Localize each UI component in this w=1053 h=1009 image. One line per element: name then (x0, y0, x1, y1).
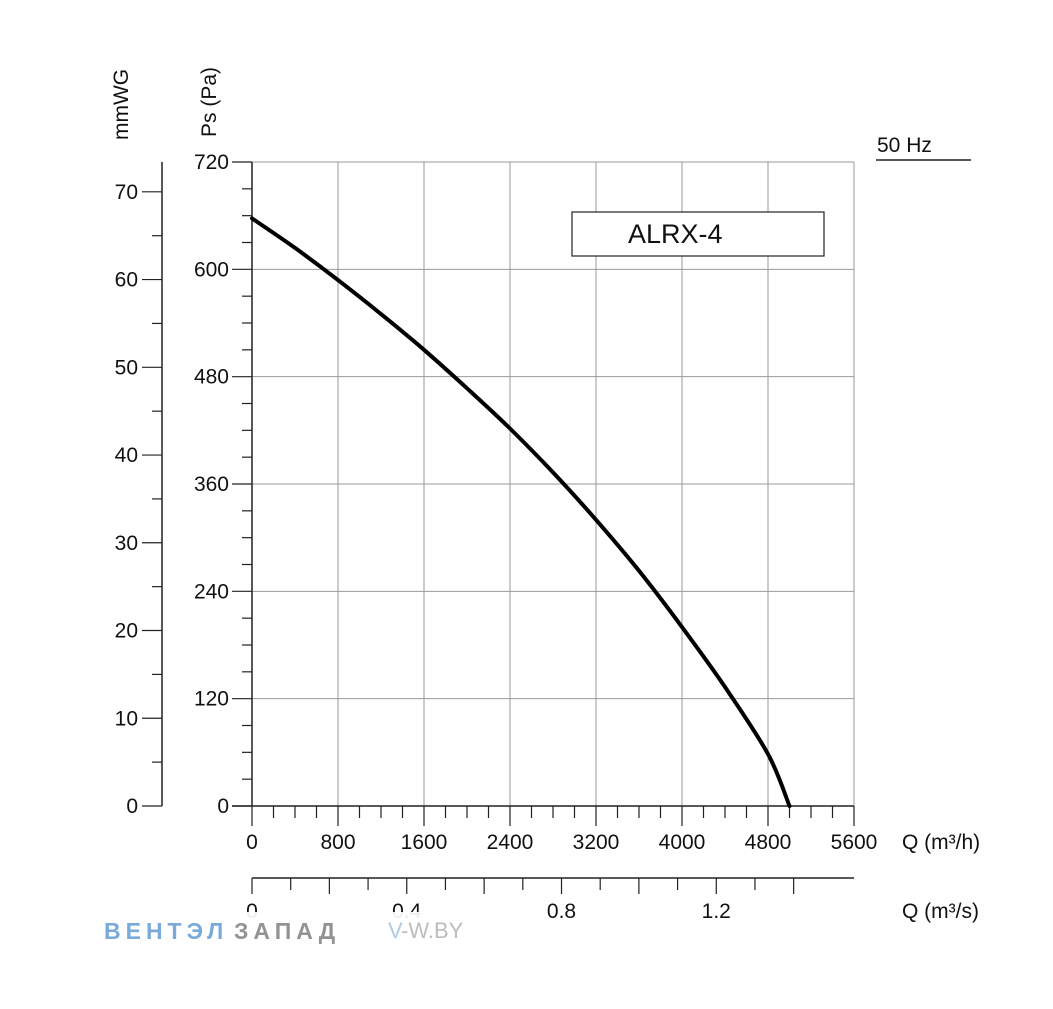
secondary-y-tick-label: 30 (115, 532, 138, 555)
secondary-y-tick-label: 40 (115, 444, 138, 467)
primary-x-tick-label: 2400 (487, 831, 534, 854)
primary-y-tick-label: 240 (194, 580, 229, 603)
secondary-y-tick-label: 70 (115, 181, 138, 204)
secondary-y-tick-label: 50 (115, 356, 138, 379)
primary-y-tick-label: 0 (217, 795, 229, 818)
primary-x-axis-title: Q (m³/h) (902, 831, 980, 854)
primary-x-tick-label: 4800 (745, 831, 792, 854)
secondary-x-tick-label: 0.8 (547, 900, 576, 923)
primary-y-tick-label: 600 (194, 258, 229, 281)
secondary-y-tick-label: 60 (115, 269, 138, 292)
frequency-label: 50 Hz (877, 134, 932, 157)
primary-x-tick-label: 5600 (831, 831, 878, 854)
primary-x-tick-label: 0 (246, 831, 258, 854)
secondary-y-axis-title: mmWG (110, 69, 133, 140)
secondary-y-tick-label: 0 (126, 795, 138, 818)
watermark-site-part2: -W.BY (401, 918, 464, 943)
watermark-brand-part1: ВЕНТЭЛ (104, 918, 229, 944)
watermark: ВЕНТЭЛ ЗАПАД V -W.BY (100, 912, 470, 958)
secondary-x-tick-label: 1.2 (702, 900, 731, 923)
primary-x-tick-label: 1600 (401, 831, 448, 854)
watermark-brand-part2: ЗАПАД (234, 918, 341, 944)
primary-y-tick-label: 360 (194, 473, 229, 496)
primary-x-tick-label: 800 (320, 831, 355, 854)
model-label: ALRX-4 (628, 219, 723, 249)
primary-x-tick-label: 4000 (659, 831, 706, 854)
performance-curve (250, 216, 792, 808)
primary-x-tick-label: 3200 (573, 831, 620, 854)
secondary-x-axis-title: Q (m³/s) (902, 900, 979, 923)
secondary-x-tick-label: 0 (246, 900, 258, 923)
model-label-box (571, 211, 825, 257)
primary-y-tick-label: 480 (194, 366, 229, 389)
tick-labels: 0 120 240 360 480 600 720 0 10 20 30 40 50 60 70 0 800 16… (115, 151, 878, 923)
primary-y-tick-label: 720 (194, 151, 229, 174)
primary-y-axis-title: Ps (Pa) (198, 67, 221, 137)
secondary-y-tick-label: 10 (115, 707, 138, 730)
primary-y-tick-label: 120 (194, 688, 229, 711)
tick-marks (142, 161, 855, 894)
secondary-y-tick-label: 20 (115, 620, 138, 643)
grid-lines (251, 161, 855, 807)
watermark-site-part1: V (388, 918, 403, 943)
